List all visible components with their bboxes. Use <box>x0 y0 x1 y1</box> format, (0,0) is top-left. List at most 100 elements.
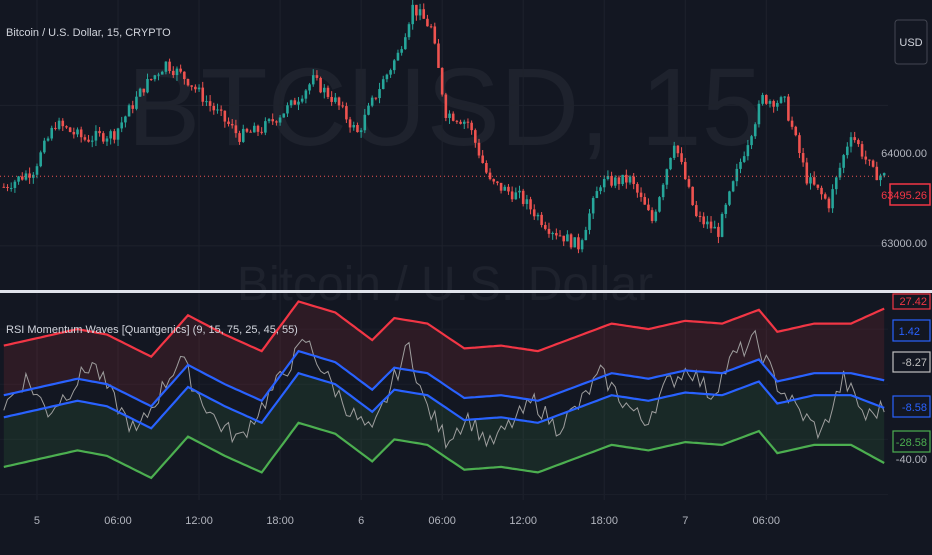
candle-body <box>444 94 448 118</box>
candle-body <box>647 204 650 211</box>
lower-band-line <box>3 421 885 480</box>
candle-body <box>367 105 370 115</box>
candle-body <box>149 78 153 80</box>
candle-body <box>625 174 628 183</box>
candle-body <box>28 173 31 178</box>
candle-body <box>761 95 764 104</box>
candle-body <box>492 179 496 182</box>
mid-lower-band-line <box>3 371 885 430</box>
candle-body <box>691 186 694 206</box>
candle-body <box>783 96 786 98</box>
candle-body <box>787 96 790 121</box>
symbol-label[interactable]: Bitcoin / U.S. Dollar, 15, CRYPTO <box>6 27 171 39</box>
candle-body <box>293 100 297 105</box>
candle-body <box>695 205 698 217</box>
pane-separator[interactable] <box>0 290 932 293</box>
candle-body <box>208 101 212 106</box>
candle-body <box>135 96 138 109</box>
candle-body <box>728 191 731 205</box>
candle-body <box>742 156 746 162</box>
badge-mid-upper: 1.42 <box>892 319 931 342</box>
candle-body <box>724 204 728 214</box>
candle-body <box>440 67 444 95</box>
candle-body <box>809 177 812 184</box>
candle-body <box>50 127 54 139</box>
upper-zone-fill <box>3 301 885 407</box>
candle-body <box>462 121 466 124</box>
candle-body <box>68 127 72 132</box>
candle-body <box>706 221 709 225</box>
candle-body <box>363 114 367 131</box>
candle-body <box>194 86 197 90</box>
candle-body <box>411 4 414 25</box>
time-axis-label: 18:00 <box>266 515 294 527</box>
candle-body <box>83 137 87 140</box>
candle-body <box>665 169 669 185</box>
candle-body <box>179 68 182 72</box>
badge-rsi-text: -8.27 <box>902 357 927 369</box>
candle-body <box>768 101 772 104</box>
candle-body <box>205 101 208 103</box>
candle-body <box>812 177 816 185</box>
indicator-title[interactable]: RSI Momentum Waves [Quantgenics] (9, 15,… <box>6 324 298 336</box>
candle-body <box>580 240 584 250</box>
time-axis[interactable]: 5 06:00 12:00 18:00 6 06:00 12:00 18:00 7 06:00 <box>34 515 780 527</box>
candle-body <box>116 128 120 140</box>
candle-body <box>794 126 798 136</box>
candle-body <box>278 117 282 123</box>
price-axis-label: 63000.00 <box>881 238 927 250</box>
candle-body <box>32 174 35 178</box>
candle-body <box>573 237 577 248</box>
candle-body <box>617 177 621 185</box>
candle-body <box>105 138 109 142</box>
candle-body <box>882 173 886 176</box>
candle-body <box>816 184 820 188</box>
candle-body <box>481 155 484 163</box>
candle-body <box>9 187 13 189</box>
candle-body <box>186 79 190 86</box>
candle-body <box>142 88 146 93</box>
candle-body <box>595 191 599 199</box>
candle-body <box>300 98 304 102</box>
candle-body <box>124 116 127 123</box>
candle-body <box>79 129 83 138</box>
candle-body <box>39 152 42 167</box>
candle-body <box>857 140 860 145</box>
lower-zone-fill <box>3 373 885 478</box>
candle-body <box>102 133 105 142</box>
candle-body <box>334 97 337 102</box>
candle-body <box>381 79 385 90</box>
candle-body <box>875 166 879 181</box>
candle-body <box>286 105 289 114</box>
candle-body <box>212 105 216 111</box>
indicator-series <box>3 300 885 480</box>
candle-body <box>157 74 160 76</box>
candle-body <box>35 166 39 175</box>
candle-body <box>621 174 624 185</box>
currency-button[interactable]: USD <box>894 19 928 65</box>
candle-body <box>323 87 326 93</box>
candle-body <box>805 162 809 184</box>
time-axis-label: 06:00 <box>753 515 781 527</box>
candle-body <box>90 140 94 142</box>
badge-mid-lower: -8.58 <box>892 395 931 418</box>
candle-body <box>602 179 606 188</box>
candle-body <box>713 226 717 229</box>
candle-body <box>846 146 849 156</box>
candle-body <box>632 176 635 185</box>
candle-body <box>636 184 639 193</box>
candle-body <box>739 161 742 169</box>
candle-body <box>2 186 6 188</box>
candle-body <box>201 87 205 102</box>
price-axis-label: 64000.00 <box>881 148 927 160</box>
time-axis-label: 7 <box>682 515 688 527</box>
candle-body <box>599 187 602 192</box>
candle-body <box>525 199 529 204</box>
candle-body <box>514 192 518 200</box>
candle-body <box>17 176 20 182</box>
candle-body <box>183 71 186 80</box>
candle-body <box>256 125 260 132</box>
watermark-name: Bitcoin / U.S. Dollar <box>237 258 653 311</box>
